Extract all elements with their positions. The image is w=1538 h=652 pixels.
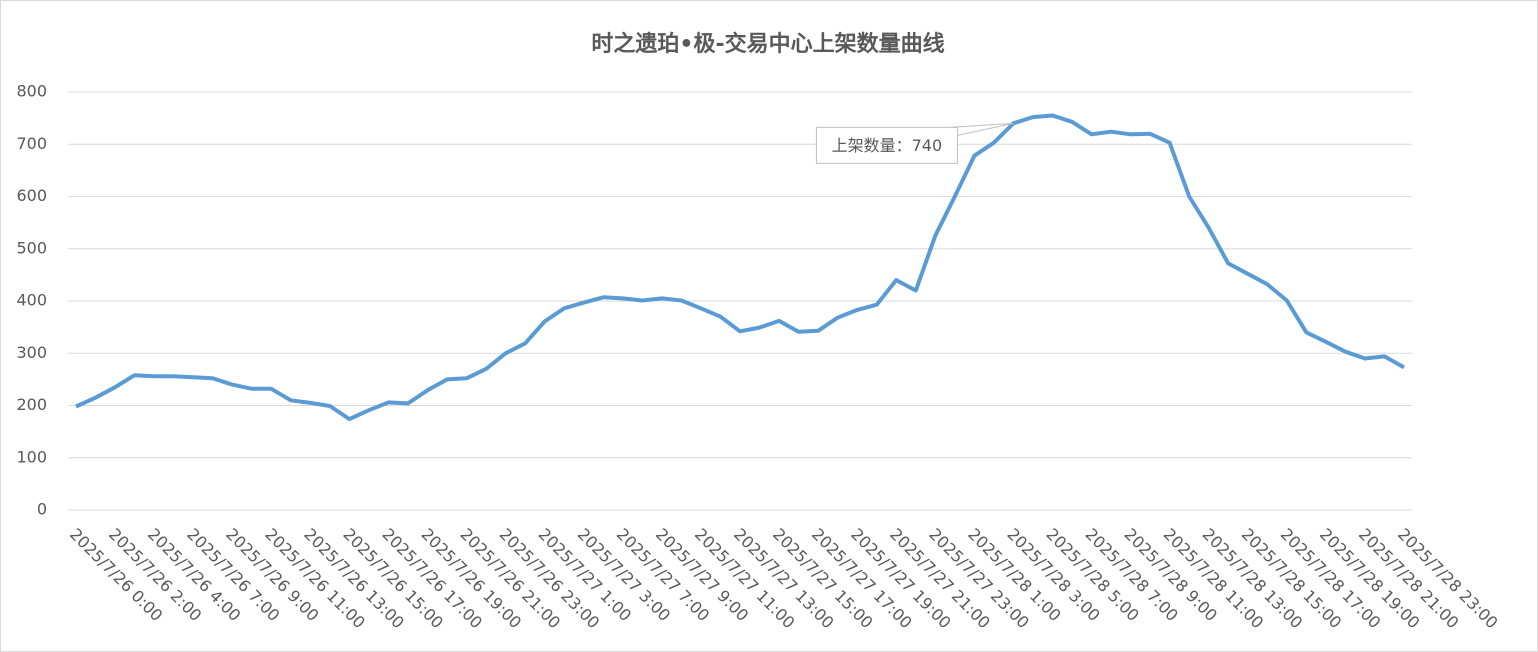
y-tick-label: 0 <box>37 500 47 519</box>
y-tick-label: 400 <box>16 291 47 310</box>
y-tick-label: 700 <box>16 134 47 153</box>
y-tick-label: 600 <box>16 186 47 205</box>
chart-title: 时之遗珀•极-交易中心上架数量曲线 <box>591 31 944 57</box>
data-label: 上架数量：740 <box>832 136 943 155</box>
callout-box <box>815 126 958 164</box>
y-tick-label: 200 <box>16 395 47 414</box>
y-tick-label: 500 <box>16 238 47 257</box>
y-tick-label: 800 <box>16 82 47 101</box>
y-tick-label: 100 <box>16 447 47 466</box>
data-line <box>75 113 1405 422</box>
y-tick-label: 300 <box>16 343 47 362</box>
callout-pointer <box>949 122 1014 136</box>
